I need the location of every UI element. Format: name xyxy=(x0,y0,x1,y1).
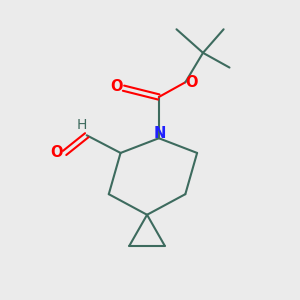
Text: O: O xyxy=(50,146,63,160)
Text: H: H xyxy=(76,118,87,132)
Text: O: O xyxy=(186,75,198,90)
Text: O: O xyxy=(110,79,122,94)
Text: N: N xyxy=(153,126,166,141)
